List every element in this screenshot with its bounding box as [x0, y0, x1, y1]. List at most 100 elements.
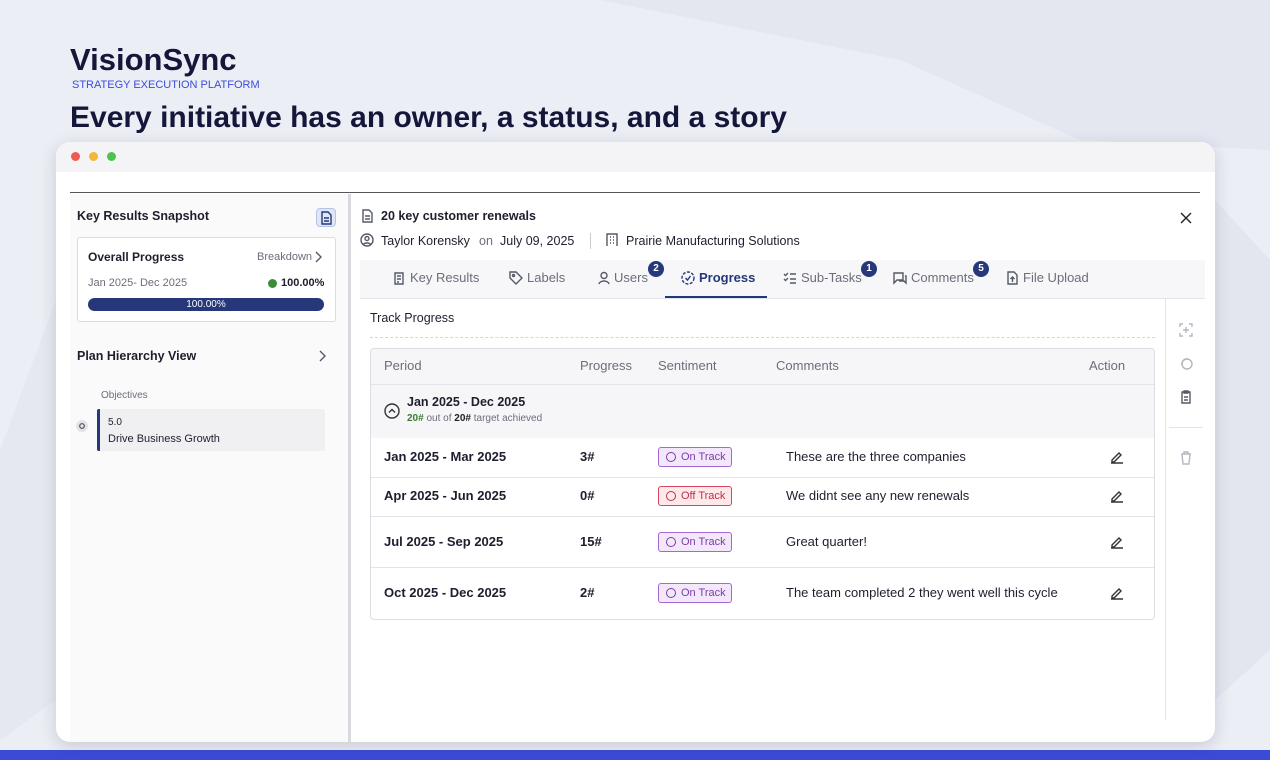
- sidebar-divider: [348, 194, 351, 742]
- period: Jul 2025 - Sep 2025: [384, 534, 504, 549]
- column-header: Action: [1089, 358, 1126, 373]
- sentiment: Off Track: [681, 490, 726, 502]
- row-rule: [371, 516, 1154, 517]
- group-period: Jan 2025 - Dec 2025: [407, 395, 526, 409]
- tool-icon[interactable]: [1179, 390, 1193, 404]
- edit-button[interactable]: [1110, 535, 1124, 549]
- objective-item[interactable]: [97, 409, 325, 451]
- table-head: [371, 349, 1154, 438]
- doc-icon: [362, 209, 373, 223]
- hierarchy-title: Plan Hierarchy View: [77, 349, 197, 363]
- top-rule: [70, 192, 1200, 193]
- comment: Great quarter!: [786, 534, 867, 549]
- progress: 2#: [580, 585, 595, 600]
- overall-period: Jan 2025- Dec 2025: [88, 277, 188, 289]
- tab-icon: [509, 271, 523, 285]
- edit-button[interactable]: [1110, 489, 1124, 503]
- tagline: STRATEGY EXECUTION PLATFORM: [72, 79, 260, 91]
- out-of: out of: [426, 413, 452, 424]
- sentiment: On Track: [681, 587, 726, 599]
- period: Jan 2025 - Mar 2025: [384, 449, 507, 464]
- collapse-button[interactable]: [384, 403, 400, 419]
- row-rule: [371, 567, 1154, 568]
- progress: 0#: [580, 488, 595, 503]
- tab-underline: [665, 296, 767, 298]
- section-title: Track Progress: [370, 311, 455, 325]
- period: Oct 2025 - Dec 2025: [384, 585, 507, 600]
- column-header: Comments: [776, 358, 839, 373]
- divider: [590, 233, 591, 249]
- achieved: 20#: [407, 413, 424, 424]
- close-button[interactable]: [1179, 211, 1193, 225]
- dashed-rule: [370, 337, 1155, 338]
- tab-active[interactable]: Progress: [699, 270, 756, 285]
- comment: These are the three companies: [786, 449, 966, 464]
- tab-badge: 1: [861, 261, 877, 277]
- column-header: Sentiment: [658, 358, 717, 373]
- maximize-dot[interactable]: [107, 152, 116, 161]
- minimize-dot[interactable]: [89, 152, 98, 161]
- row-rule: [371, 477, 1154, 478]
- progress-bar-label: 100.00%: [186, 299, 226, 310]
- headline: Every initiative has an owner, a status,…: [70, 101, 787, 134]
- sentiment-pill: On Track: [658, 583, 732, 603]
- tool-icon[interactable]: [1179, 356, 1193, 370]
- hierarchy-section: Objectives: [101, 390, 148, 401]
- tab[interactable]: Key Results: [410, 270, 480, 285]
- tool-icon[interactable]: [1179, 323, 1193, 337]
- status-dot: [268, 279, 277, 288]
- sentiment-pill: On Track: [658, 447, 732, 467]
- suffix: target achieved: [473, 413, 543, 424]
- overall-title: Overall Progress: [88, 250, 185, 264]
- progress: 3#: [580, 449, 595, 464]
- breakdown-link[interactable]: Breakdown: [257, 251, 313, 263]
- brand: VisionSync: [70, 42, 237, 77]
- user-icon: [360, 233, 374, 247]
- owner: Taylor Korensky: [381, 234, 470, 248]
- edit-button[interactable]: [1110, 586, 1124, 600]
- chevron: [315, 251, 322, 263]
- node-marker: [76, 420, 88, 432]
- sentiment-pill: Off Track: [658, 486, 732, 506]
- on-label: on: [479, 234, 493, 248]
- tab[interactable]: Sub-Tasks: [801, 270, 862, 285]
- sentiment: On Track: [681, 451, 726, 463]
- tab-bar: [360, 260, 1205, 299]
- tab[interactable]: File Upload: [1023, 270, 1089, 285]
- objective-number: 5.0: [108, 417, 122, 428]
- tab[interactable]: Labels: [527, 270, 566, 285]
- report-button[interactable]: [316, 208, 336, 227]
- overall-percent: 100.00%: [281, 277, 325, 289]
- progress-bar: 100.00%: [88, 298, 324, 311]
- tab-icon: [681, 271, 695, 285]
- detail-title: 20 key customer renewals: [381, 209, 536, 223]
- progress: 15#: [580, 534, 602, 549]
- edit-button[interactable]: [1110, 450, 1124, 464]
- column-header: Period: [384, 358, 422, 373]
- tab[interactable]: Comments: [911, 270, 974, 285]
- chevron[interactable]: [316, 349, 330, 363]
- org: Prairie Manufacturing Solutions: [626, 234, 800, 248]
- tab-icon: [1007, 271, 1018, 285]
- tab-badge: 2: [648, 261, 664, 277]
- group-summary: 20# out of 20# target achieved: [407, 410, 542, 428]
- tool-icon[interactable]: [1179, 451, 1193, 465]
- row-rule: [371, 384, 1154, 385]
- objective-name: Drive Business Growth: [108, 433, 220, 445]
- tab-icon: [598, 271, 610, 285]
- sidebar-title: Key Results Snapshot: [77, 209, 209, 223]
- comment: We didnt see any new renewals: [786, 488, 970, 503]
- comment: The team completed 2 they went well this…: [786, 585, 1058, 600]
- tool-separator: [1169, 427, 1203, 428]
- org-icon: [606, 233, 618, 246]
- sentiment: On Track: [681, 536, 726, 548]
- close-dot[interactable]: [71, 152, 80, 161]
- date: July 09, 2025: [500, 234, 575, 248]
- tab[interactable]: Users: [614, 270, 648, 285]
- sentiment-pill: On Track: [658, 532, 732, 552]
- progress-table: [370, 348, 1155, 620]
- column-header: Progress: [580, 358, 633, 373]
